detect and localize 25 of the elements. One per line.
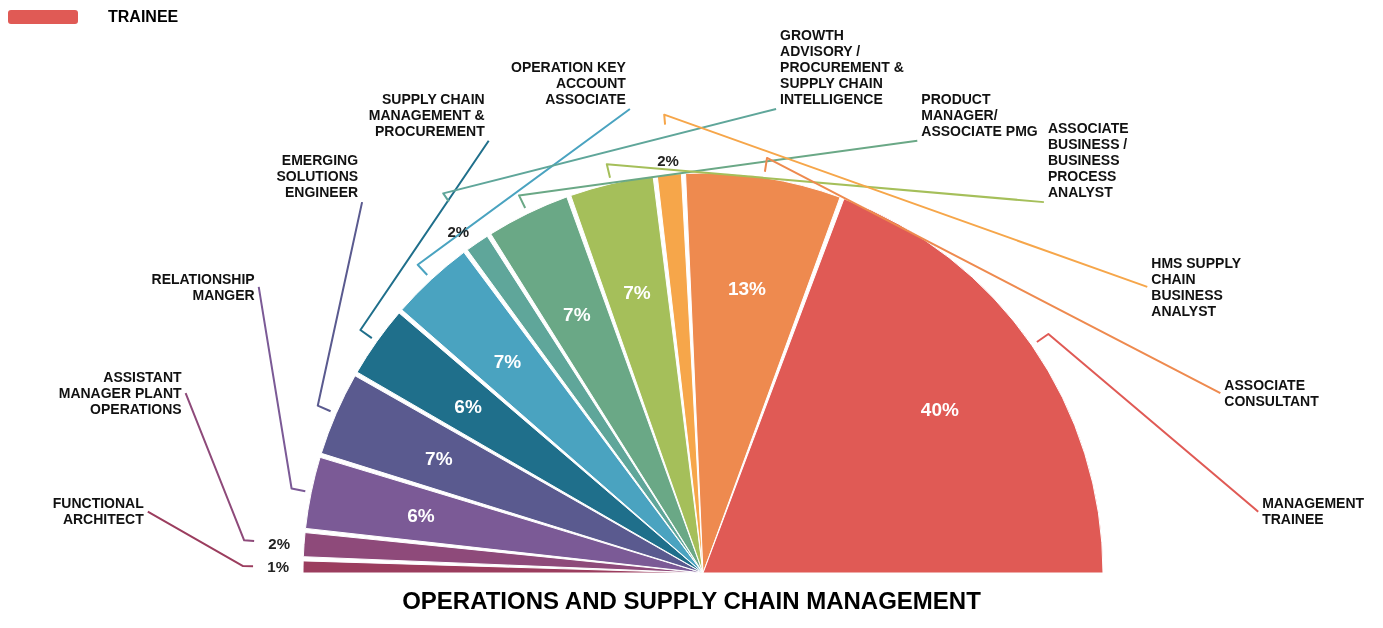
slice-label: HMS SUPPLY CHAIN BUSINESS ANALYST bbox=[1151, 254, 1242, 319]
data-label: 40% bbox=[920, 398, 959, 420]
data-label: 1% bbox=[267, 558, 290, 576]
slice-label: RELATIONSHIP MANGER bbox=[151, 270, 255, 303]
slice-label: ASSOCIATE BUSINESS / BUSINESS PROCESS ANALYST bbox=[1047, 119, 1129, 200]
slice-label: GROWTH ADVISORY / PROCUREMENT & SUPPLY CHAIN INTELLIGENCE bbox=[780, 26, 904, 107]
data-label: 6% bbox=[407, 504, 435, 526]
slice-label: SUPPLY CHAIN MANAGEMENT & PROCUREMENT bbox=[368, 90, 486, 139]
data-label: 7% bbox=[563, 303, 591, 325]
slice-label: ASSOCIATE CONSULTANT bbox=[1224, 376, 1320, 409]
slice-label: MANAGEMENT TRAINEE bbox=[1262, 495, 1365, 528]
text: OPERATIONS AND SUPPLY CHAIN MANAGEMENT bbox=[401, 587, 982, 615]
slice-label: ASSISTANT MANAGER PLANT OPERATIONS bbox=[58, 368, 183, 417]
data-label: 7% bbox=[623, 282, 651, 304]
data-label: 2% bbox=[268, 535, 291, 553]
data-label: 6% bbox=[454, 395, 482, 417]
data-label: 7% bbox=[493, 351, 522, 373]
data-label: 7% bbox=[425, 447, 453, 469]
slice-label: EMERGING SOLUTIONS ENGINEER bbox=[276, 151, 359, 200]
data-label: 13% bbox=[727, 277, 767, 299]
slice-label: OPERATION KEY ACCOUNT ASSOCIATE bbox=[511, 58, 627, 107]
slice-label: PRODUCT MANAGER/ ASSOCIATE PMG bbox=[921, 90, 1038, 139]
text: TRAINEE bbox=[108, 8, 179, 26]
data-label: 2% bbox=[657, 151, 679, 169]
slice-label: FUNCTIONAL ARCHITECT bbox=[52, 495, 145, 528]
